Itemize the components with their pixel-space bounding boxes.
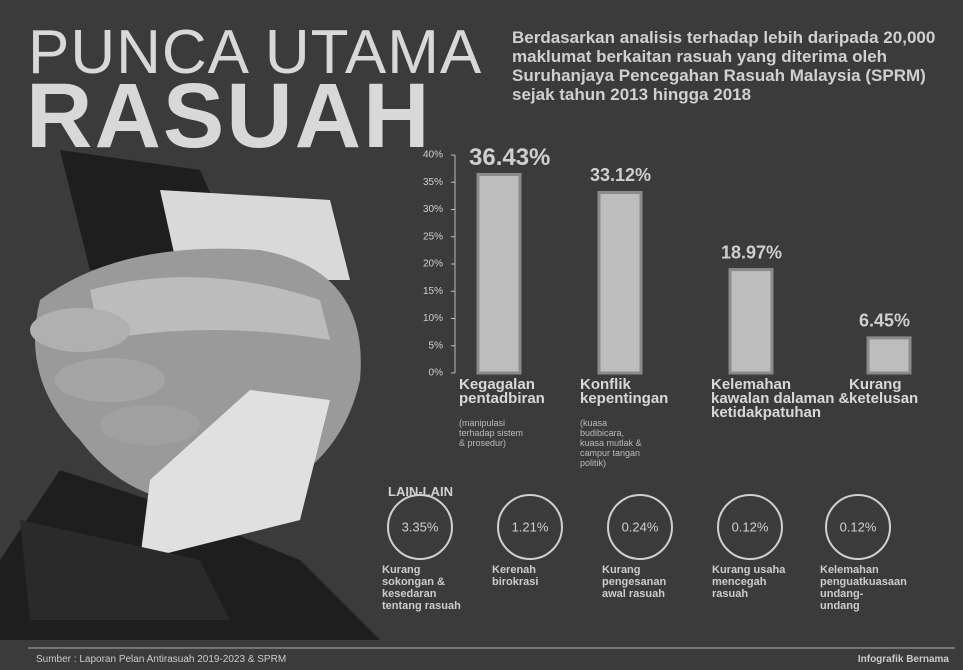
y-tick-label: 35%: [423, 177, 443, 188]
value-label: 3.35%: [402, 519, 439, 534]
section-heading: LAIN-LAIN: [388, 484, 453, 499]
illustration: [0, 150, 380, 640]
y-tick-label: 40%: [423, 150, 443, 161]
description: Berdasarkan analisis terhadap lebih dari…: [512, 28, 936, 104]
value-label: 1.21%: [512, 519, 549, 534]
title: PUNCA UTAMA: [28, 18, 483, 87]
value-label: 0.12%: [840, 519, 877, 534]
y-tick-label: 30%: [423, 204, 443, 215]
value-label: 36.43%: [469, 144, 550, 171]
x-tick-label: Kegagalan pentadbiran: [459, 376, 545, 407]
item-label: Kelemahan penguatkuasaan undang-undang: [820, 564, 907, 612]
value-label: 0.24%: [622, 519, 659, 534]
value-circle: [607, 494, 673, 560]
category-note: (kuasa budibicara, kuasa mutlak & campur…: [580, 418, 642, 468]
y-tick-label: 15%: [423, 286, 443, 297]
y-tick-label: 10%: [423, 313, 443, 324]
credit: Infografik Bernama: [857, 654, 949, 665]
bar: [597, 190, 643, 375]
value-label: 6.45%: [859, 311, 910, 331]
y-tick-label: 25%: [423, 231, 443, 242]
title: RASUAH: [26, 65, 432, 167]
category-note: (manipulasi terhadap sistem & prosedur): [459, 418, 524, 448]
bar: [476, 172, 522, 375]
y-tick-label: 0%: [429, 368, 444, 379]
item-label: Kurang sokongan & kesedaran tentang rasu…: [382, 564, 461, 612]
source: Sumber : Laporan Pelan Antirasuah 2019-2…: [36, 654, 287, 665]
y-tick-label: 5%: [429, 340, 444, 351]
item-label: Kurang pengesanan awal rasuah: [602, 564, 667, 600]
bar: [866, 336, 912, 375]
x-tick-label: Kelemahan kawalan dalaman & ketidakpatuh…: [711, 376, 850, 421]
value-circle: [717, 494, 783, 560]
bar: [728, 268, 774, 375]
value-label: 18.97%: [721, 242, 782, 262]
value-label: 33.12%: [590, 165, 651, 185]
value-label: 0.12%: [732, 519, 769, 534]
value-circle: [825, 494, 891, 560]
value-circle: [387, 494, 453, 560]
y-tick-label: 20%: [423, 259, 443, 270]
x-tick-label: Konflik kepentingan: [580, 376, 669, 407]
item-label: Kerenah birokrasi: [492, 564, 539, 588]
item-label: Kurang usaha mencegah rasuah: [712, 564, 786, 600]
x-tick-label: Kurang ketelusan: [849, 376, 919, 407]
value-circle: [497, 494, 563, 560]
